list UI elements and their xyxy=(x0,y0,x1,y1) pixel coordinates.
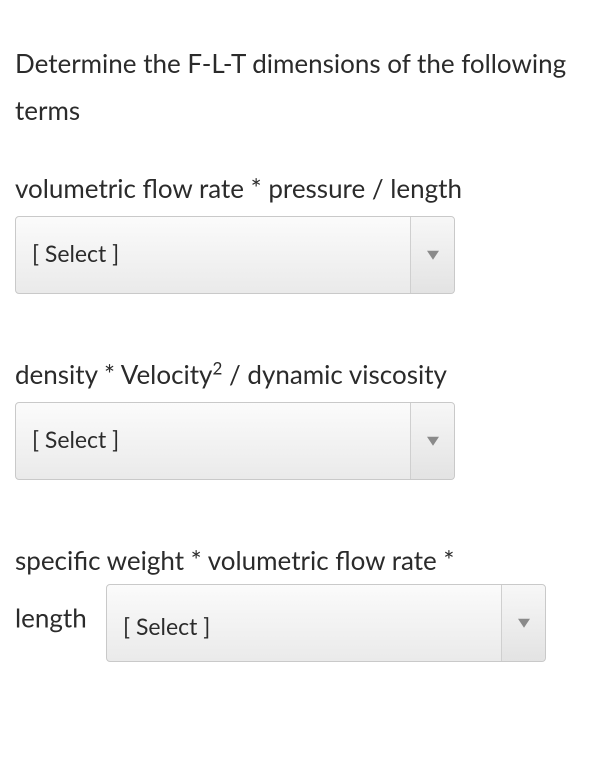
label-post: / dynamic viscosity xyxy=(222,358,447,390)
question-2-select[interactable]: [ Select ] xyxy=(15,402,455,480)
chevron-down-icon xyxy=(501,585,545,661)
question-2: density * Velocity2 / dynamic viscosity … xyxy=(15,352,601,480)
question-3: specific weight * volumetric flow rate *… xyxy=(15,538,601,660)
question-3-label-part2: length xyxy=(15,602,87,634)
chevron-down-icon xyxy=(410,217,454,293)
chevron-down-icon xyxy=(410,403,454,479)
question-3-select[interactable]: [ Select ] xyxy=(106,584,546,662)
question-1-label: volumetric flow rate * pressure / length xyxy=(15,166,601,210)
question-3-label-row: specific weight * volumetric flow rate *… xyxy=(15,538,601,660)
label-superscript: 2 xyxy=(212,357,222,378)
select-placeholder: [ Select ] xyxy=(107,585,226,646)
select-placeholder: [ Select ] xyxy=(16,217,135,267)
label-pre: density * Velocity xyxy=(15,358,212,390)
question-3-label-part1: specific weight * volumetric flow rate * xyxy=(15,544,454,576)
question-1-select[interactable]: [ Select ] xyxy=(15,216,455,294)
question-1: volumetric flow rate * pressure / length… xyxy=(15,166,601,294)
question-2-label: density * Velocity2 / dynamic viscosity xyxy=(15,352,601,396)
select-placeholder: [ Select ] xyxy=(16,403,135,453)
question-prompt: Determine the F-L-T dimensions of the fo… xyxy=(15,40,601,134)
